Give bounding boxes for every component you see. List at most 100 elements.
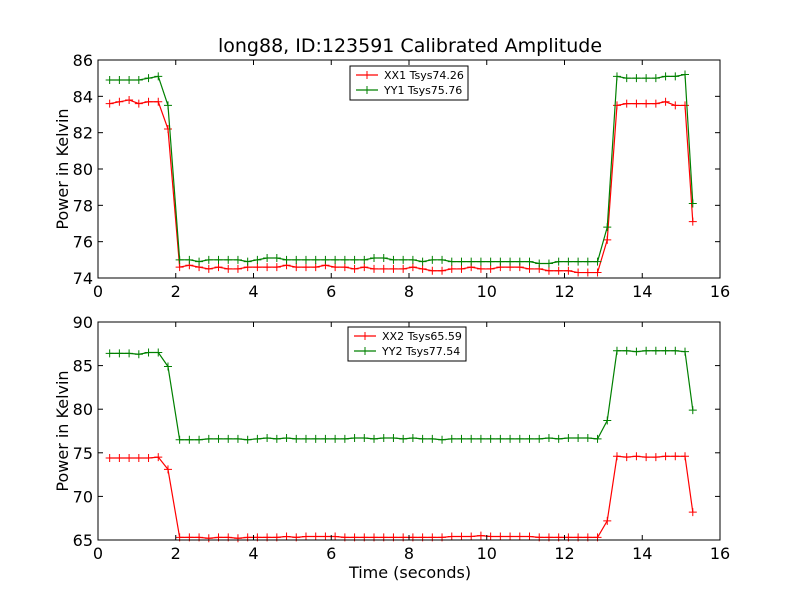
bottom-series-1-point — [233, 534, 242, 543]
top-series-2-point — [292, 255, 301, 264]
top-series-2-point — [544, 259, 553, 268]
bottom-series-2-point — [144, 348, 153, 357]
bottom-series-1-point — [105, 454, 114, 463]
bottom-series-2-point — [214, 434, 223, 443]
bottom-series-2-point — [428, 434, 437, 443]
bottom-series-2-point — [272, 434, 281, 443]
bottom-series-1-point — [688, 508, 697, 517]
top-y-tick-label: 74 — [73, 269, 93, 288]
top-y-tick-label: 82 — [73, 124, 93, 143]
top-series-2-point — [125, 75, 134, 84]
bottom-series-2-point — [360, 433, 369, 442]
top-x-tick-label: 16 — [710, 282, 730, 301]
top-y-tick-label: 78 — [73, 196, 93, 215]
top-series-2-point — [428, 255, 437, 264]
top-series-2-point — [340, 255, 349, 264]
bottom-series-1-point — [115, 454, 124, 463]
top-series-1-point — [399, 264, 408, 273]
top-series-1-point — [350, 264, 359, 273]
top-series-1-point — [301, 263, 310, 272]
top-series-1-point — [564, 266, 573, 275]
top-series-2-point — [263, 254, 272, 263]
top-series-2-point — [272, 254, 281, 263]
top-series-2-point — [622, 74, 631, 83]
top-series-2-point — [496, 257, 505, 266]
bottom-x-tick-label: 10 — [477, 544, 497, 563]
bottom-legend-marker — [361, 347, 369, 355]
top-series-2-point — [603, 223, 612, 232]
top-series-1-point — [544, 266, 553, 275]
top-series-2-point — [105, 75, 114, 84]
top-series-1-point — [163, 125, 172, 134]
top-series-2-point — [370, 254, 379, 263]
bottom-series-1-point — [603, 516, 612, 525]
bottom-series-2-point — [175, 435, 184, 444]
top-series-2-point — [593, 257, 602, 266]
bottom-series-2-point — [476, 434, 485, 443]
bottom-series-2-point — [204, 434, 213, 443]
bottom-series-2-point — [399, 434, 408, 443]
bottom-legend-marker — [361, 332, 369, 340]
bottom-series-1-point — [311, 532, 320, 541]
bottom-series-2-point — [506, 434, 515, 443]
bottom-series-1-point — [282, 532, 291, 541]
bottom-y-tick-label: 75 — [73, 444, 93, 463]
bottom-series-2-point — [389, 433, 398, 442]
top-series-2-point — [379, 254, 388, 263]
top-series-2-point — [389, 255, 398, 264]
top-series-1-point — [593, 268, 602, 277]
top-y-tick-label: 86 — [73, 51, 93, 70]
bottom-series-2-point — [321, 434, 330, 443]
bottom-series-2-point — [438, 435, 447, 444]
top-series-1-point — [661, 97, 670, 106]
top-series-2-point — [554, 257, 563, 266]
top-series-2-point — [331, 255, 340, 264]
bottom-series-2-point — [447, 434, 456, 443]
bottom-series-2-point — [661, 346, 670, 355]
bottom-legend-label: XX2 Tsys65.59 — [382, 330, 462, 343]
top-series-2-point — [506, 257, 515, 266]
top-series-1-point — [428, 266, 437, 275]
top-x-tick-label: 4 — [248, 282, 258, 301]
bottom-series-1-point — [496, 532, 505, 541]
bottom-series-2-point — [331, 434, 340, 443]
bottom-legend-box — [347, 326, 467, 362]
bottom-series-2-point — [612, 346, 621, 355]
bottom-series-2-point — [525, 434, 534, 443]
top-series-1-point — [125, 95, 134, 104]
bottom-legend-label: YY2 Tsys77.54 — [381, 345, 460, 358]
top-series-2-point — [632, 74, 641, 83]
bottom-series-2-point — [535, 434, 544, 443]
top-series-2-point — [583, 257, 592, 266]
top-series-2-point — [574, 257, 583, 266]
bottom-series-2-point — [311, 434, 320, 443]
top-series-1-point — [457, 264, 466, 273]
bottom-series-1-point — [301, 532, 310, 541]
top-series-1-point — [447, 264, 456, 273]
bottom-plot-panel: 0 2 4 6 8 10 12 14 16 65 70 75 80 85 90 Power in Kelvin… — [53, 313, 730, 582]
bottom-series-2-point — [622, 346, 631, 355]
bottom-series-1-point — [204, 534, 213, 543]
top-series-1-point — [671, 101, 680, 110]
bottom-y-axis-label: Power in Kelvin — [53, 370, 72, 491]
top-series-2-point — [144, 74, 153, 83]
top-series-2-point — [399, 255, 408, 264]
bottom-series-2-point — [593, 434, 602, 443]
top-series-2-point — [535, 259, 544, 268]
top-series-2-point — [282, 255, 291, 264]
bottom-x-tick-label: 6 — [326, 544, 336, 563]
bottom-series-2-point — [263, 433, 272, 442]
top-x-tick-label: 0 — [93, 282, 103, 301]
bottom-x-tick-label: 16 — [710, 544, 730, 563]
top-series-2-point — [350, 255, 359, 264]
top-series-1-point — [438, 266, 447, 275]
bottom-legend: XX2 Tsys65.59 YY2 Tsys77.54 — [347, 326, 467, 362]
top-y-axis-label: Power in Kelvin — [53, 108, 72, 229]
bottom-series-2-point — [632, 347, 641, 356]
top-series-2-point — [486, 257, 495, 266]
bottom-series-1-point — [632, 452, 641, 461]
top-y-tick-label: 80 — [73, 160, 93, 179]
bottom-series-2-point — [224, 434, 233, 443]
top-series-2-point — [175, 255, 184, 264]
top-series-1-point — [331, 263, 340, 272]
